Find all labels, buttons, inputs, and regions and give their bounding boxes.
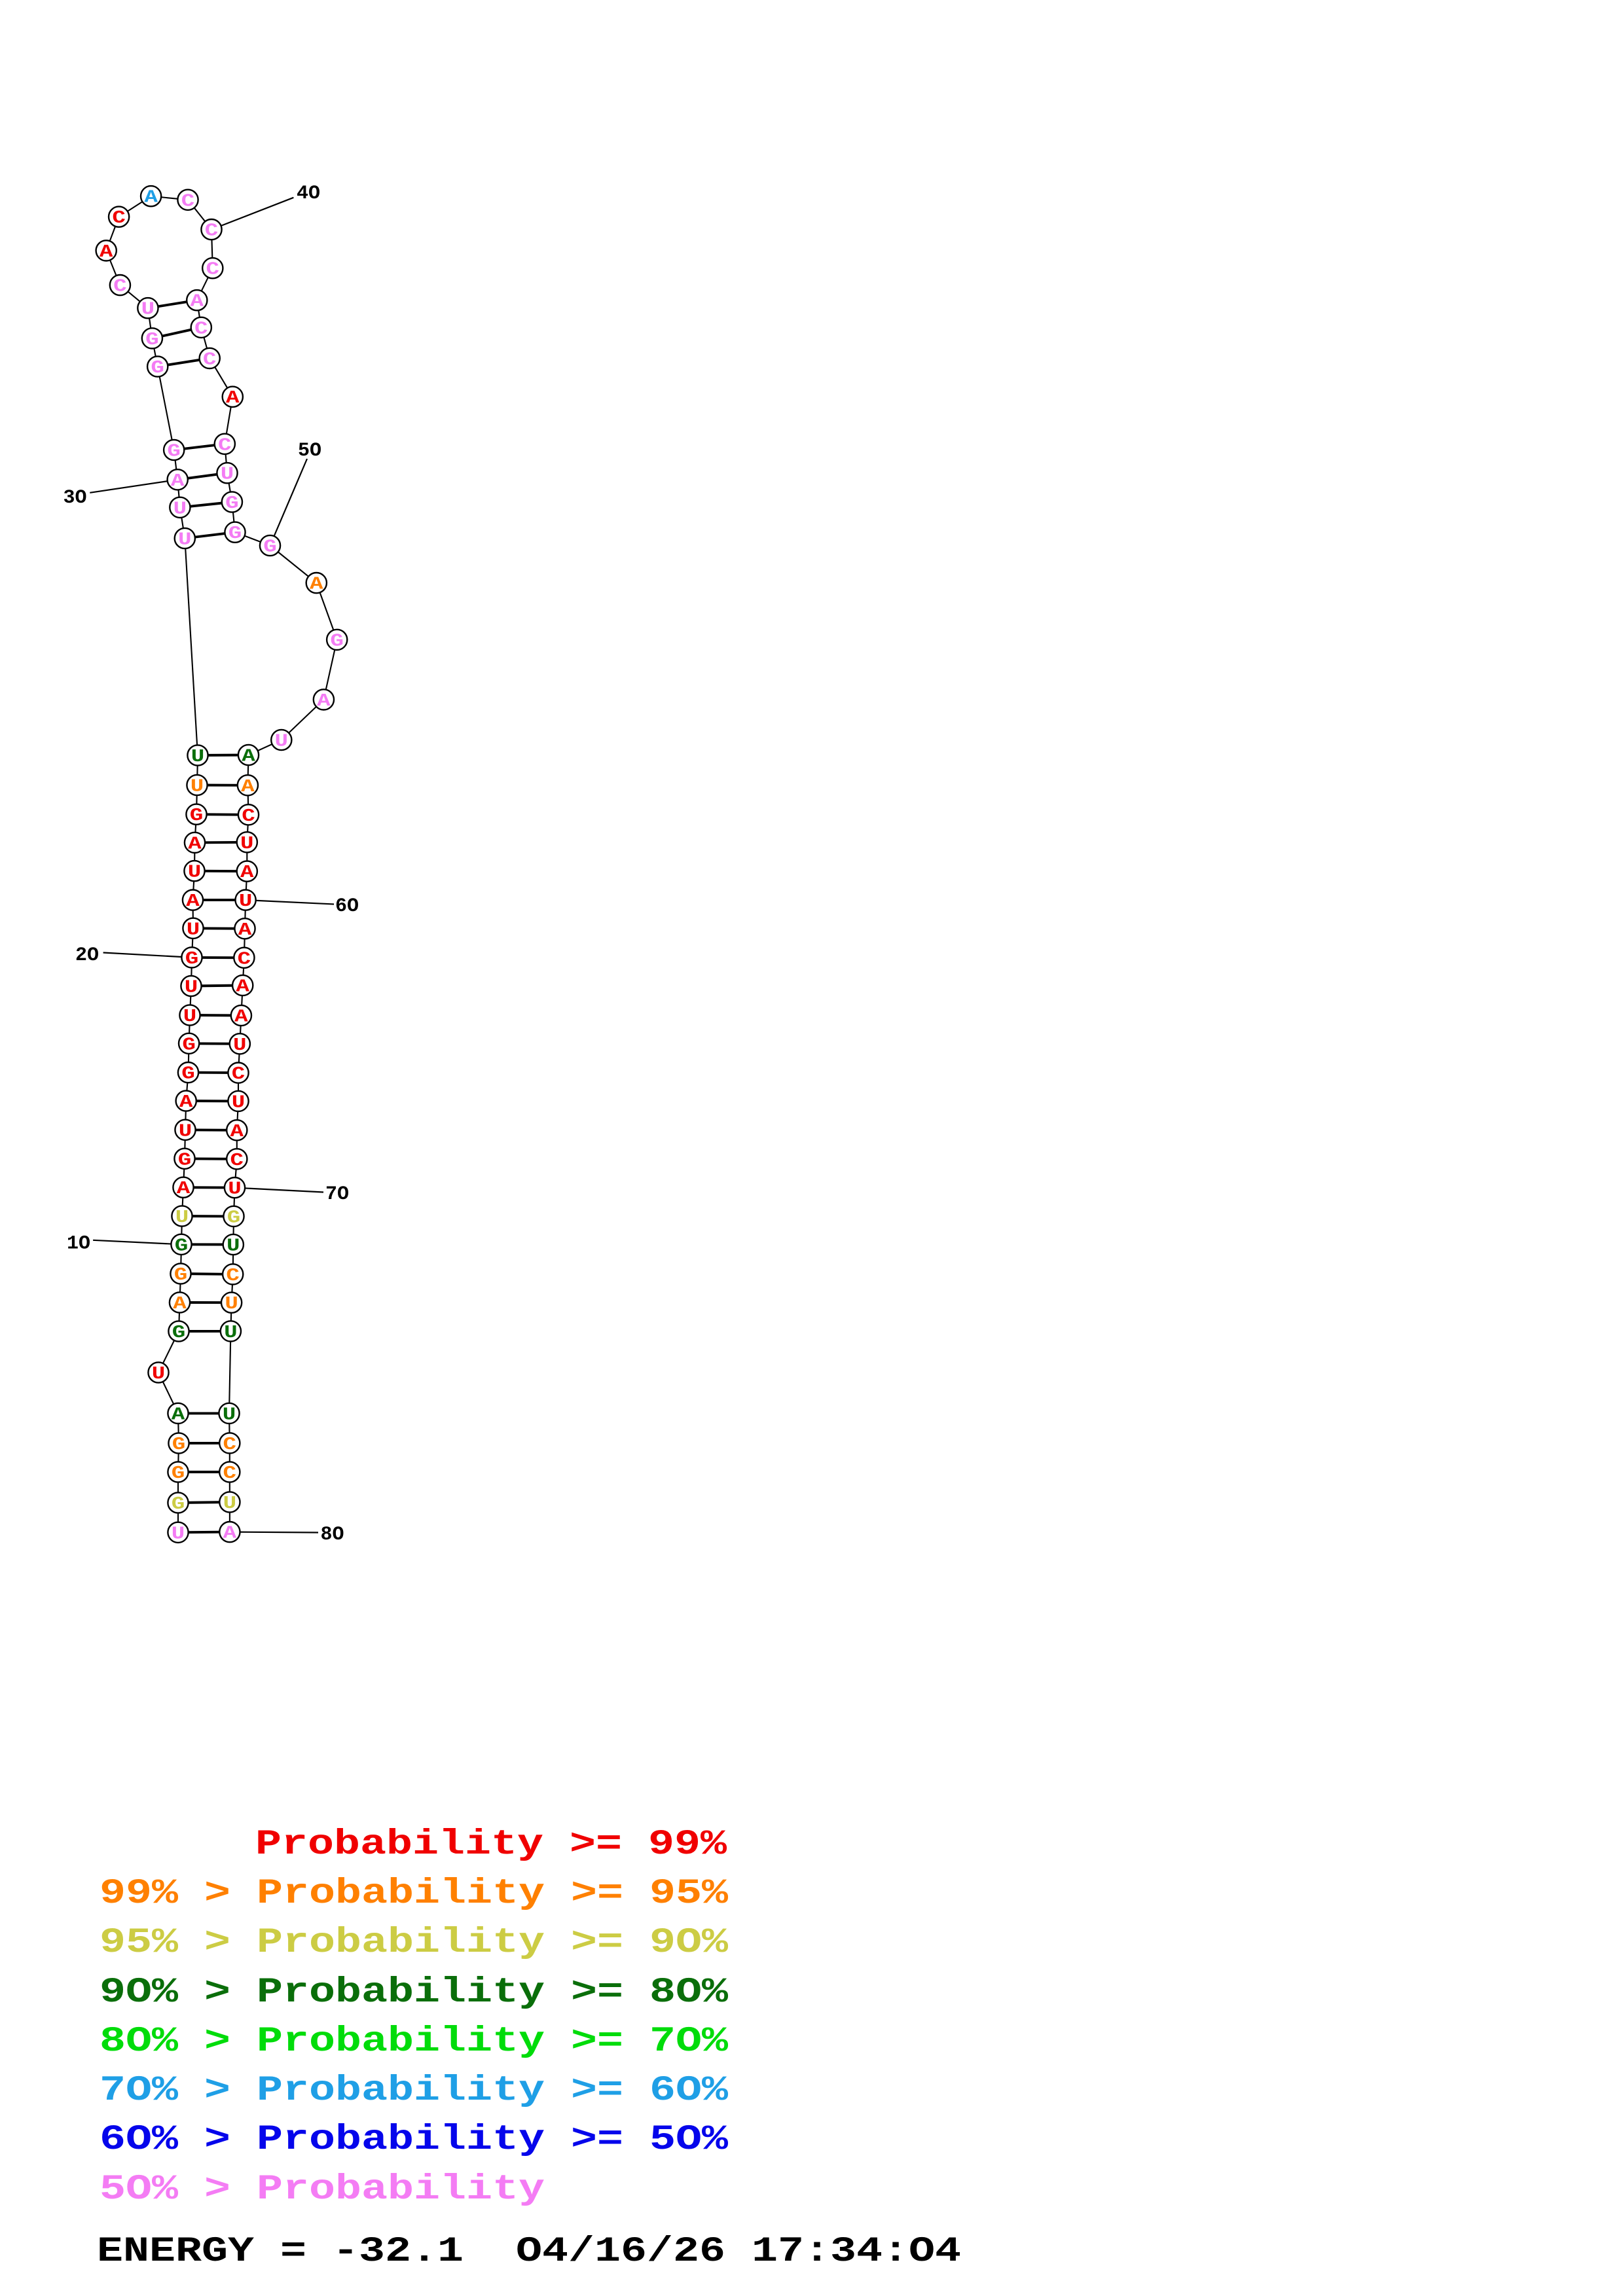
svg-text:A: A bbox=[236, 978, 250, 997]
svg-text:ENERGY = -32.1 O4/16/26 17:34: ENERGY = -32.1 O4/16/26 17:34:O4 bbox=[97, 2232, 961, 2272]
svg-text:A: A bbox=[310, 575, 324, 595]
svg-text:G: G bbox=[185, 950, 199, 969]
svg-text:G: G bbox=[178, 1151, 192, 1170]
svg-text:C: C bbox=[242, 807, 255, 827]
svg-text:U: U bbox=[232, 1093, 246, 1113]
svg-text:A: A bbox=[242, 747, 256, 767]
svg-text:U: U bbox=[183, 1007, 197, 1027]
svg-text:A: A bbox=[172, 1405, 186, 1425]
svg-text:G: G bbox=[172, 1323, 186, 1343]
svg-text:7O: 7O bbox=[325, 1183, 349, 1206]
svg-text:U: U bbox=[173, 499, 187, 519]
svg-text:C: C bbox=[113, 278, 127, 297]
svg-text:G: G bbox=[172, 1464, 185, 1484]
svg-text:C: C bbox=[226, 1266, 240, 1286]
svg-text:5O: 5O bbox=[298, 440, 321, 462]
svg-text:4O: 4O bbox=[297, 183, 320, 205]
svg-text:U: U bbox=[275, 732, 289, 752]
svg-text:C: C bbox=[203, 350, 217, 370]
svg-text:A: A bbox=[234, 1008, 249, 1028]
svg-text:C: C bbox=[194, 319, 208, 339]
svg-text:A: A bbox=[177, 1179, 191, 1199]
svg-text:A: A bbox=[144, 188, 158, 208]
svg-text:U: U bbox=[224, 1323, 238, 1343]
svg-text:A: A bbox=[179, 1093, 194, 1113]
svg-text:U: U bbox=[179, 1122, 192, 1141]
svg-text:6O: 6O bbox=[335, 895, 359, 918]
svg-text:G: G bbox=[330, 632, 344, 651]
svg-text:C: C bbox=[112, 209, 126, 228]
svg-text:8O% > Probability >= 7O%: 8O% > Probability >= 7O% bbox=[100, 2022, 729, 2062]
svg-text:2O: 2O bbox=[75, 944, 99, 967]
svg-text:A: A bbox=[317, 692, 331, 711]
svg-text:8O: 8O bbox=[320, 1524, 344, 1546]
svg-text:C: C bbox=[238, 950, 251, 969]
svg-text:9O% > Probability >= 8O%: 9O% > Probability >= 8O% bbox=[100, 1973, 729, 2013]
svg-text:Probability >= 99%: Probability >= 99% bbox=[255, 1825, 727, 1865]
svg-text:C: C bbox=[181, 192, 195, 211]
svg-text:A: A bbox=[223, 1524, 238, 1544]
svg-text:G: G bbox=[151, 359, 164, 378]
svg-text:A: A bbox=[100, 243, 114, 262]
svg-text:G: G bbox=[181, 1065, 195, 1085]
svg-text:A: A bbox=[230, 1122, 245, 1142]
svg-text:C: C bbox=[223, 1435, 237, 1455]
svg-text:1O: 1O bbox=[67, 1232, 90, 1255]
svg-text:7O% > Probability >= 6O%: 7O% > Probability >= 6O% bbox=[100, 2071, 729, 2111]
svg-text:G: G bbox=[225, 494, 239, 514]
svg-text:C: C bbox=[206, 260, 220, 280]
svg-text:G: G bbox=[172, 1495, 185, 1515]
svg-text:G: G bbox=[167, 442, 181, 462]
svg-text:G: G bbox=[227, 1208, 241, 1228]
svg-text:G: G bbox=[228, 524, 242, 544]
svg-text:U: U bbox=[191, 747, 205, 767]
svg-text:A: A bbox=[191, 293, 205, 312]
svg-text:U: U bbox=[239, 892, 253, 912]
svg-text:A: A bbox=[173, 1295, 187, 1314]
svg-text:A: A bbox=[238, 921, 253, 941]
svg-text:A: A bbox=[241, 778, 255, 797]
svg-text:C: C bbox=[232, 1065, 246, 1085]
svg-text:A: A bbox=[186, 892, 200, 912]
svg-text:5O% > Probability: 5O% > Probability bbox=[100, 2170, 545, 2210]
svg-text:A: A bbox=[188, 834, 202, 854]
svg-text:U: U bbox=[187, 920, 200, 940]
svg-text:C: C bbox=[205, 222, 219, 242]
svg-text:A: A bbox=[171, 472, 185, 492]
svg-text:95% > Probability >= 9O%: 95% > Probability >= 9O% bbox=[100, 1923, 729, 1963]
svg-text:G: G bbox=[175, 1236, 189, 1256]
svg-text:U: U bbox=[223, 1405, 236, 1425]
svg-text:U: U bbox=[227, 1237, 240, 1257]
svg-text:G: G bbox=[190, 806, 204, 826]
svg-text:U: U bbox=[141, 300, 155, 320]
svg-text:U: U bbox=[233, 1036, 247, 1056]
svg-text:U: U bbox=[225, 1295, 238, 1314]
svg-text:G: G bbox=[174, 1266, 188, 1285]
svg-text:99% > Probability >= 95%: 99% > Probability >= 95% bbox=[100, 1874, 729, 1914]
svg-text:U: U bbox=[223, 1494, 237, 1514]
svg-text:U: U bbox=[152, 1365, 166, 1384]
svg-text:U: U bbox=[240, 834, 254, 854]
svg-text:U: U bbox=[185, 978, 198, 998]
svg-text:U: U bbox=[221, 465, 234, 485]
svg-text:U: U bbox=[178, 531, 192, 550]
svg-text:3O: 3O bbox=[63, 487, 86, 509]
svg-text:C: C bbox=[218, 436, 232, 456]
svg-text:C: C bbox=[230, 1151, 244, 1171]
svg-text:A: A bbox=[240, 863, 255, 883]
svg-text:U: U bbox=[175, 1208, 189, 1228]
svg-text:U: U bbox=[228, 1180, 242, 1200]
svg-text:U: U bbox=[191, 778, 204, 797]
svg-text:A: A bbox=[226, 389, 240, 408]
svg-text:G: G bbox=[182, 1035, 196, 1055]
svg-text:6O% > Probability >= 5O%: 6O% > Probability >= 5O% bbox=[100, 2120, 729, 2160]
svg-text:G: G bbox=[145, 331, 159, 350]
svg-text:U: U bbox=[172, 1524, 185, 1544]
svg-text:G: G bbox=[172, 1435, 186, 1455]
svg-text:U: U bbox=[188, 863, 202, 883]
svg-text:G: G bbox=[263, 538, 277, 558]
svg-text:C: C bbox=[223, 1464, 237, 1484]
